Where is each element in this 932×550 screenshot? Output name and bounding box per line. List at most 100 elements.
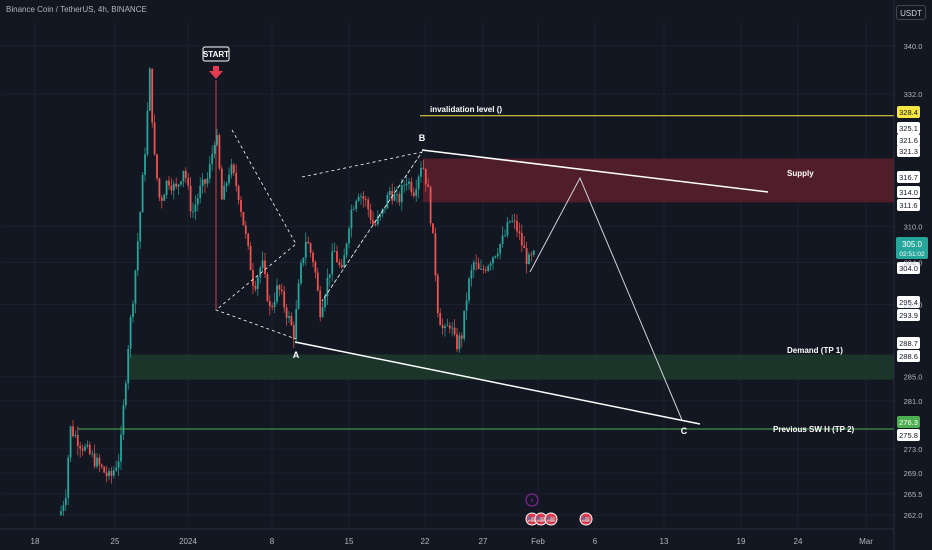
candle-body <box>105 472 108 477</box>
candle-body <box>364 199 367 200</box>
candle-body <box>264 260 266 275</box>
candle-body <box>79 446 82 449</box>
candle-body <box>417 176 420 190</box>
candle-body <box>218 135 221 169</box>
candle-body <box>312 252 314 263</box>
candle-body <box>386 194 389 209</box>
candle-body <box>429 187 432 224</box>
candle-body <box>456 334 458 350</box>
candle-body <box>228 174 230 184</box>
x-tick-label: 27 <box>479 537 488 546</box>
price-axis-label-bg <box>897 122 920 134</box>
candle-body <box>362 196 365 200</box>
candle-body <box>91 453 94 455</box>
candle-body <box>136 241 139 271</box>
candle-body <box>189 185 192 212</box>
candle-body <box>122 405 125 435</box>
candle-body <box>482 268 485 270</box>
candle-body <box>223 185 226 200</box>
candle-body <box>424 168 427 185</box>
candle-body <box>194 204 197 212</box>
candle-body <box>196 198 199 205</box>
current-price-label: 305.0 <box>902 240 923 249</box>
corrective-channel-right <box>301 151 423 302</box>
candle-body <box>244 225 247 234</box>
demand-zone <box>128 354 894 380</box>
candle-body <box>357 196 360 201</box>
candle-body <box>141 174 144 213</box>
us-flag-event-icon[interactable] <box>579 512 593 526</box>
candle-body <box>120 434 122 462</box>
symbol-title: Binance Coin / TetherUS, 4h, BINANCE <box>6 5 147 14</box>
candle-body <box>463 310 466 339</box>
candle-body <box>448 325 451 329</box>
candle-body <box>376 216 379 225</box>
candle-body <box>388 190 391 195</box>
candle-body <box>184 170 187 178</box>
candle-body <box>427 184 430 188</box>
candle-body <box>444 326 446 329</box>
candle-body <box>511 220 514 222</box>
price-tick-label: 269.0 <box>904 469 923 478</box>
x-tick-label: 6 <box>593 537 598 546</box>
price-axis-label-bg <box>897 262 920 274</box>
candle-body <box>340 264 343 268</box>
candle-body <box>523 245 526 249</box>
candle-body <box>328 274 331 278</box>
candle-body <box>302 257 305 263</box>
candle-body <box>151 68 154 123</box>
candle-body <box>62 505 65 512</box>
candle-body <box>148 68 151 111</box>
candle-body <box>472 262 475 270</box>
candle-body <box>408 181 410 184</box>
candle-body <box>172 183 175 191</box>
candle-body <box>242 211 245 226</box>
candle-body <box>343 255 346 268</box>
price-axis-label: 275.8 <box>899 431 918 440</box>
candle-body <box>470 269 473 279</box>
candle-body <box>249 245 252 271</box>
candle-body <box>420 167 422 177</box>
candle-body <box>374 223 377 225</box>
candle-body <box>439 313 442 326</box>
candle-body <box>422 167 425 169</box>
candle-body <box>369 209 372 220</box>
event-glyph: 🇺🇸 <box>582 516 591 524</box>
candle-body <box>88 444 91 454</box>
candle-body <box>446 325 449 327</box>
candle-body <box>492 257 494 264</box>
price-axis-label-bg <box>897 429 920 441</box>
candle-body <box>453 327 456 335</box>
candle-body <box>525 248 528 265</box>
currency-button[interactable]: USDT <box>896 5 926 20</box>
price-tick-label: 285.0 <box>904 373 923 382</box>
x-tick-label: Mar <box>859 537 873 546</box>
price-axis-label-bg <box>897 416 920 428</box>
candle-body <box>403 184 406 186</box>
candle-body <box>74 435 77 437</box>
candle-body <box>247 233 250 246</box>
candle-body <box>124 383 127 406</box>
price-axis-label: 316.7 <box>899 173 918 182</box>
candle-body <box>146 110 149 155</box>
candle-body <box>460 335 463 339</box>
lightning-event-icon[interactable] <box>525 493 539 507</box>
price-tick-label: 310.0 <box>904 222 923 231</box>
candle-body <box>518 231 521 233</box>
candle-body <box>333 251 336 253</box>
candle-body <box>285 307 288 318</box>
candle-body <box>134 270 137 304</box>
candle-body <box>290 316 293 326</box>
candle-body <box>177 184 180 187</box>
x-tick-label: 24 <box>794 537 803 546</box>
price-axis-label-bg <box>897 199 920 211</box>
x-tick-label: 13 <box>660 537 669 546</box>
candle-body <box>261 260 264 269</box>
us-flag-event-icon[interactable] <box>544 512 558 526</box>
candle-body <box>60 511 62 515</box>
candle-body <box>199 185 202 199</box>
price-axis-label: 325.1 <box>899 124 918 133</box>
candle-body <box>276 285 278 302</box>
